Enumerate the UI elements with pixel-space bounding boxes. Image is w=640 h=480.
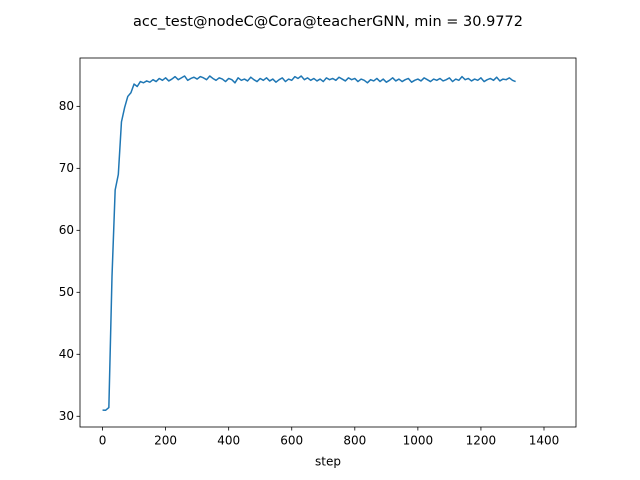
y-tick-label: 70: [59, 161, 74, 175]
plot-frame: [79, 57, 577, 428]
y-tick-label: 50: [59, 285, 74, 299]
x-tick-label: 400: [217, 434, 240, 448]
y-tick-label: 30: [59, 409, 74, 423]
x-tick-label: 1400: [529, 434, 560, 448]
chart-title: acc_test@nodeC@Cora@teacherGNN, min = 30…: [133, 14, 523, 30]
x-tick-label: 600: [280, 434, 303, 448]
y-tick-label: 80: [59, 99, 74, 113]
line: [102, 75, 516, 411]
x-tick-label: 200: [154, 434, 177, 448]
x-tick-label: 1200: [466, 434, 497, 448]
y-tick-label: 60: [59, 223, 74, 237]
x-tick-label: 0: [99, 434, 107, 448]
x-axis-label: step: [315, 455, 341, 469]
x-tick-label: 800: [343, 434, 366, 448]
y-tick-label: 40: [59, 347, 74, 361]
x-tick-label: 1000: [403, 434, 434, 448]
